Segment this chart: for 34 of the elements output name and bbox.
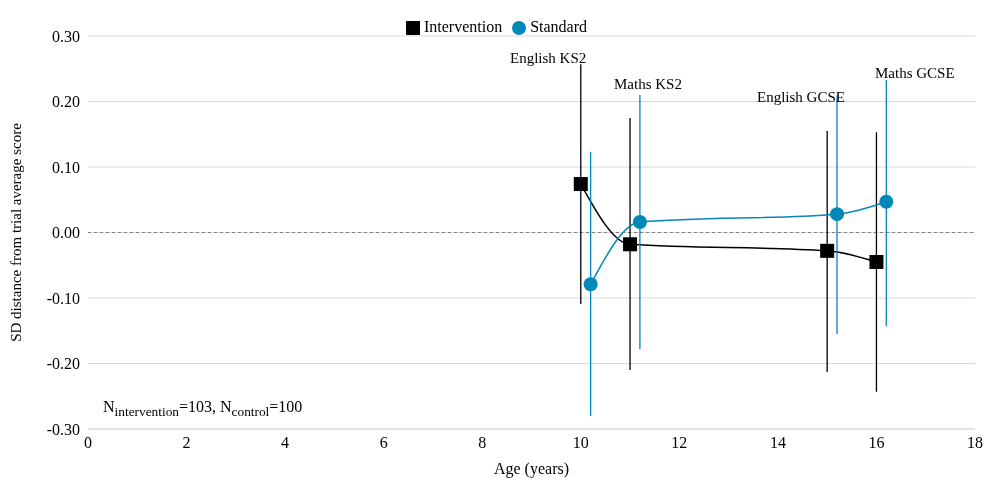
legend-label: Standard [530,18,588,35]
y-tick-label: -0.30 [46,420,80,438]
legend-label: Intervention [423,18,503,35]
y-tick-label: 0.30 [52,27,80,45]
point [623,237,638,252]
point [820,243,835,258]
y-axis-title: SD distance from trial average score [8,122,25,342]
x-tick-label: 6 [379,434,388,452]
annotation: English GCSE [757,89,845,106]
x-tick-label: 12 [671,434,688,452]
point [879,194,894,209]
point [632,215,647,230]
point [583,277,598,292]
annotation: N$_{intervention}$=103, N$_{control}$=100 [103,398,303,421]
y-tick-label: -0.20 [46,355,80,373]
x-tick-label: 2 [182,434,191,452]
x-tick-label: 8 [478,434,487,452]
x-tick-label: 14 [769,434,786,452]
point [573,177,588,192]
x-tick-label: 18 [967,434,983,452]
x-tick-label: 10 [572,434,589,452]
x-tick-label: 16 [868,434,885,452]
y-tick-label: 0.10 [52,158,80,176]
x-tick-label: 4 [281,434,290,452]
annotation: English KS2 [510,50,587,67]
point [830,207,845,222]
x-tick-label: 0 [84,434,92,452]
y-tick-label: -0.10 [46,289,80,307]
annotation: Maths GCSE [875,65,955,82]
x-axis-title: Age (years) [493,460,570,478]
y-tick-label: 0.00 [52,224,80,242]
annotation: Maths KS2 [614,76,682,93]
point [869,254,884,269]
y-tick-label: 0.20 [52,93,80,111]
